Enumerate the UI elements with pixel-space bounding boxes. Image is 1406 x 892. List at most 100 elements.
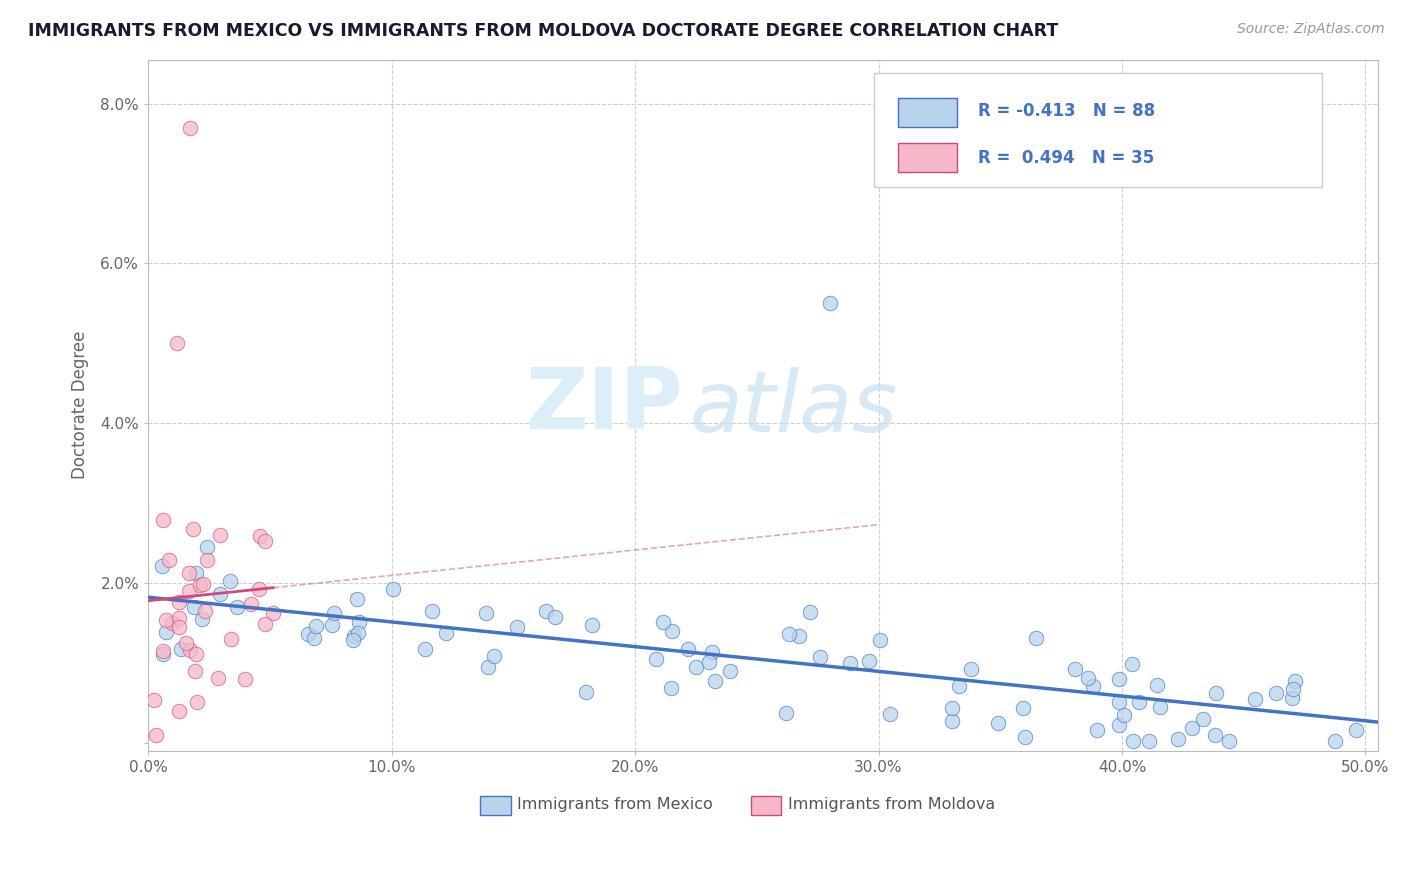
Point [346, 592, 368, 607]
Point [1064, 662, 1087, 676]
Point [253, 534, 276, 549]
Point [155, 613, 177, 627]
Point [879, 706, 901, 721]
Point [700, 645, 723, 659]
Point [321, 617, 343, 632]
Point [1265, 686, 1288, 700]
Point [477, 660, 499, 674]
Text: Source: ZipAtlas.com: Source: ZipAtlas.com [1237, 22, 1385, 37]
Point [1128, 695, 1150, 709]
Point [1108, 695, 1130, 709]
Text: ZIP: ZIP [526, 364, 683, 447]
Point [413, 642, 436, 657]
Text: R =  0.494   N = 35: R = 0.494 N = 35 [979, 149, 1154, 167]
Point [775, 706, 797, 720]
FancyBboxPatch shape [751, 796, 782, 815]
Point [661, 624, 683, 638]
Point [247, 582, 270, 597]
Point [152, 647, 174, 661]
Point [191, 577, 214, 591]
Point [1014, 730, 1036, 744]
Point [1121, 657, 1143, 671]
Point [381, 582, 404, 596]
Point [869, 633, 891, 648]
Point [186, 695, 208, 709]
Point [179, 120, 201, 135]
Point [1324, 734, 1347, 748]
Point [1167, 731, 1189, 746]
Text: Immigrants from Mexico: Immigrants from Mexico [517, 797, 713, 812]
Point [1218, 734, 1240, 748]
Point [1011, 701, 1033, 715]
Point [197, 540, 219, 554]
Point [347, 615, 370, 629]
Point [1108, 672, 1130, 686]
Point [145, 728, 167, 742]
Point [305, 618, 328, 632]
Text: IMMIGRANTS FROM MEXICO VS IMMIGRANTS FROM MOLDOVA DOCTORATE DEGREE CORRELATION C: IMMIGRANTS FROM MEXICO VS IMMIGRANTS FRO… [28, 22, 1059, 40]
FancyBboxPatch shape [481, 796, 510, 815]
Point [342, 632, 364, 647]
Point [858, 655, 880, 669]
Point [818, 296, 841, 310]
Point [484, 648, 506, 663]
Point [343, 629, 366, 643]
FancyBboxPatch shape [898, 97, 957, 127]
Point [581, 617, 603, 632]
Point [262, 606, 284, 620]
Point [787, 629, 810, 643]
Point [941, 701, 963, 715]
Point [839, 656, 862, 670]
Point [651, 615, 673, 629]
Point [209, 527, 232, 541]
Point [1112, 707, 1135, 722]
Point [1284, 673, 1306, 688]
Point [183, 600, 205, 615]
FancyBboxPatch shape [873, 73, 1322, 187]
Point [152, 644, 174, 658]
Point [506, 620, 529, 634]
Text: Immigrants from Moldova: Immigrants from Moldova [787, 797, 995, 812]
Point [718, 664, 741, 678]
Point [207, 671, 229, 685]
Point [174, 636, 197, 650]
Point [799, 605, 821, 619]
Point [1346, 723, 1368, 738]
Point [1192, 712, 1215, 726]
Point [536, 604, 558, 618]
Point [1205, 686, 1227, 700]
Point [167, 611, 190, 625]
Point [209, 587, 232, 601]
Point [150, 559, 173, 574]
Point [1181, 721, 1204, 735]
Point [575, 685, 598, 699]
Point [254, 617, 277, 632]
Point [191, 612, 214, 626]
Point [434, 626, 457, 640]
Point [179, 583, 201, 598]
Point [167, 705, 190, 719]
Point [233, 672, 256, 686]
Point [1281, 690, 1303, 705]
Point [157, 553, 180, 567]
Point [941, 714, 963, 728]
Point [685, 660, 707, 674]
Point [1244, 692, 1267, 706]
Point [152, 513, 174, 527]
Point [183, 664, 205, 678]
Point [186, 566, 208, 581]
Point [226, 600, 249, 615]
Point [302, 631, 325, 645]
Point [194, 604, 217, 618]
Point [1282, 681, 1305, 696]
Point [240, 597, 263, 611]
Point [219, 632, 242, 647]
FancyBboxPatch shape [898, 144, 957, 172]
Point [181, 523, 204, 537]
Text: atlas: atlas [689, 368, 897, 450]
Point [1081, 679, 1104, 693]
Point [188, 578, 211, 592]
Point [645, 652, 668, 666]
Point [170, 642, 193, 657]
Point [1077, 671, 1099, 685]
